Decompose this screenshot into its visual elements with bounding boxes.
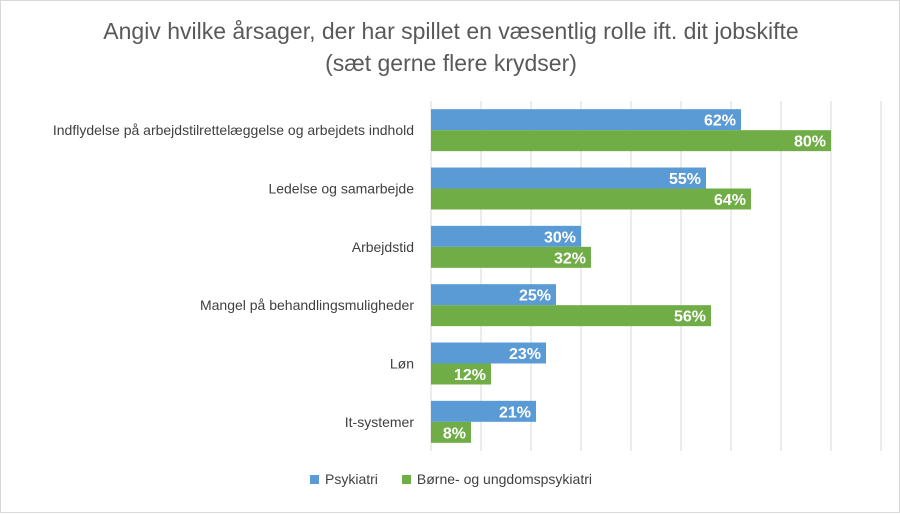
category-label: Arbejdstid [352,239,414,255]
bar-0-1 [431,167,706,189]
bar-1-1 [431,188,751,210]
legend-swatch-psykiatri [310,474,319,484]
legend-label-psykiatri: Psykiatri [325,471,378,487]
bar-0-3 [431,284,556,306]
data-label-0-1: 55% [669,171,701,188]
bar-0-0 [431,109,741,131]
category-label: Indflydelse på arbejdstilrettelæggelse o… [53,122,414,138]
category-label: Løn [390,356,414,372]
data-label-1-5: 8% [443,425,466,442]
bar-1-0 [431,130,831,152]
data-label-1-0: 80% [794,134,826,151]
data-label-1-2: 32% [554,250,586,267]
chart-title: Angiv hvilke årsager, der har spillet en… [103,18,799,76]
bar-1-4 [431,363,491,385]
data-label-0-5: 21% [499,404,531,421]
bar-1-3 [431,305,711,327]
legend-item-boerne-ungdomspsykiatri: Børne- og ungdomspsykiatri [401,471,592,487]
category-label: Mangel på behandlingsmuligheder [200,297,414,313]
bar-1-5 [431,421,471,443]
bar-0-2 [431,225,581,247]
data-label-1-3: 56% [674,309,706,326]
bar-0-4 [431,342,546,364]
legend-label-boerne-ungdomspsykiatri: Børne- og ungdomspsykiatri [416,471,592,487]
bar-0-5 [431,400,536,422]
legend-swatch-boerne-ungdomspsykiatri [401,474,411,484]
data-label-0-4: 23% [509,346,541,363]
legend-item-psykiatri: Psykiatri [310,471,378,487]
data-label-1-1: 64% [714,192,746,209]
data-label-0-3: 25% [519,288,551,305]
bar-1-2 [431,246,591,268]
data-label-0-0: 62% [704,113,736,130]
data-label-0-2: 30% [544,229,576,246]
category-label: It-systemer [345,414,415,430]
legend: Psykiatri Børne- og ungdomspsykiatri [1,471,900,487]
category-label: Ledelse og samarbejde [268,181,414,197]
data-label-1-4: 12% [454,367,486,384]
